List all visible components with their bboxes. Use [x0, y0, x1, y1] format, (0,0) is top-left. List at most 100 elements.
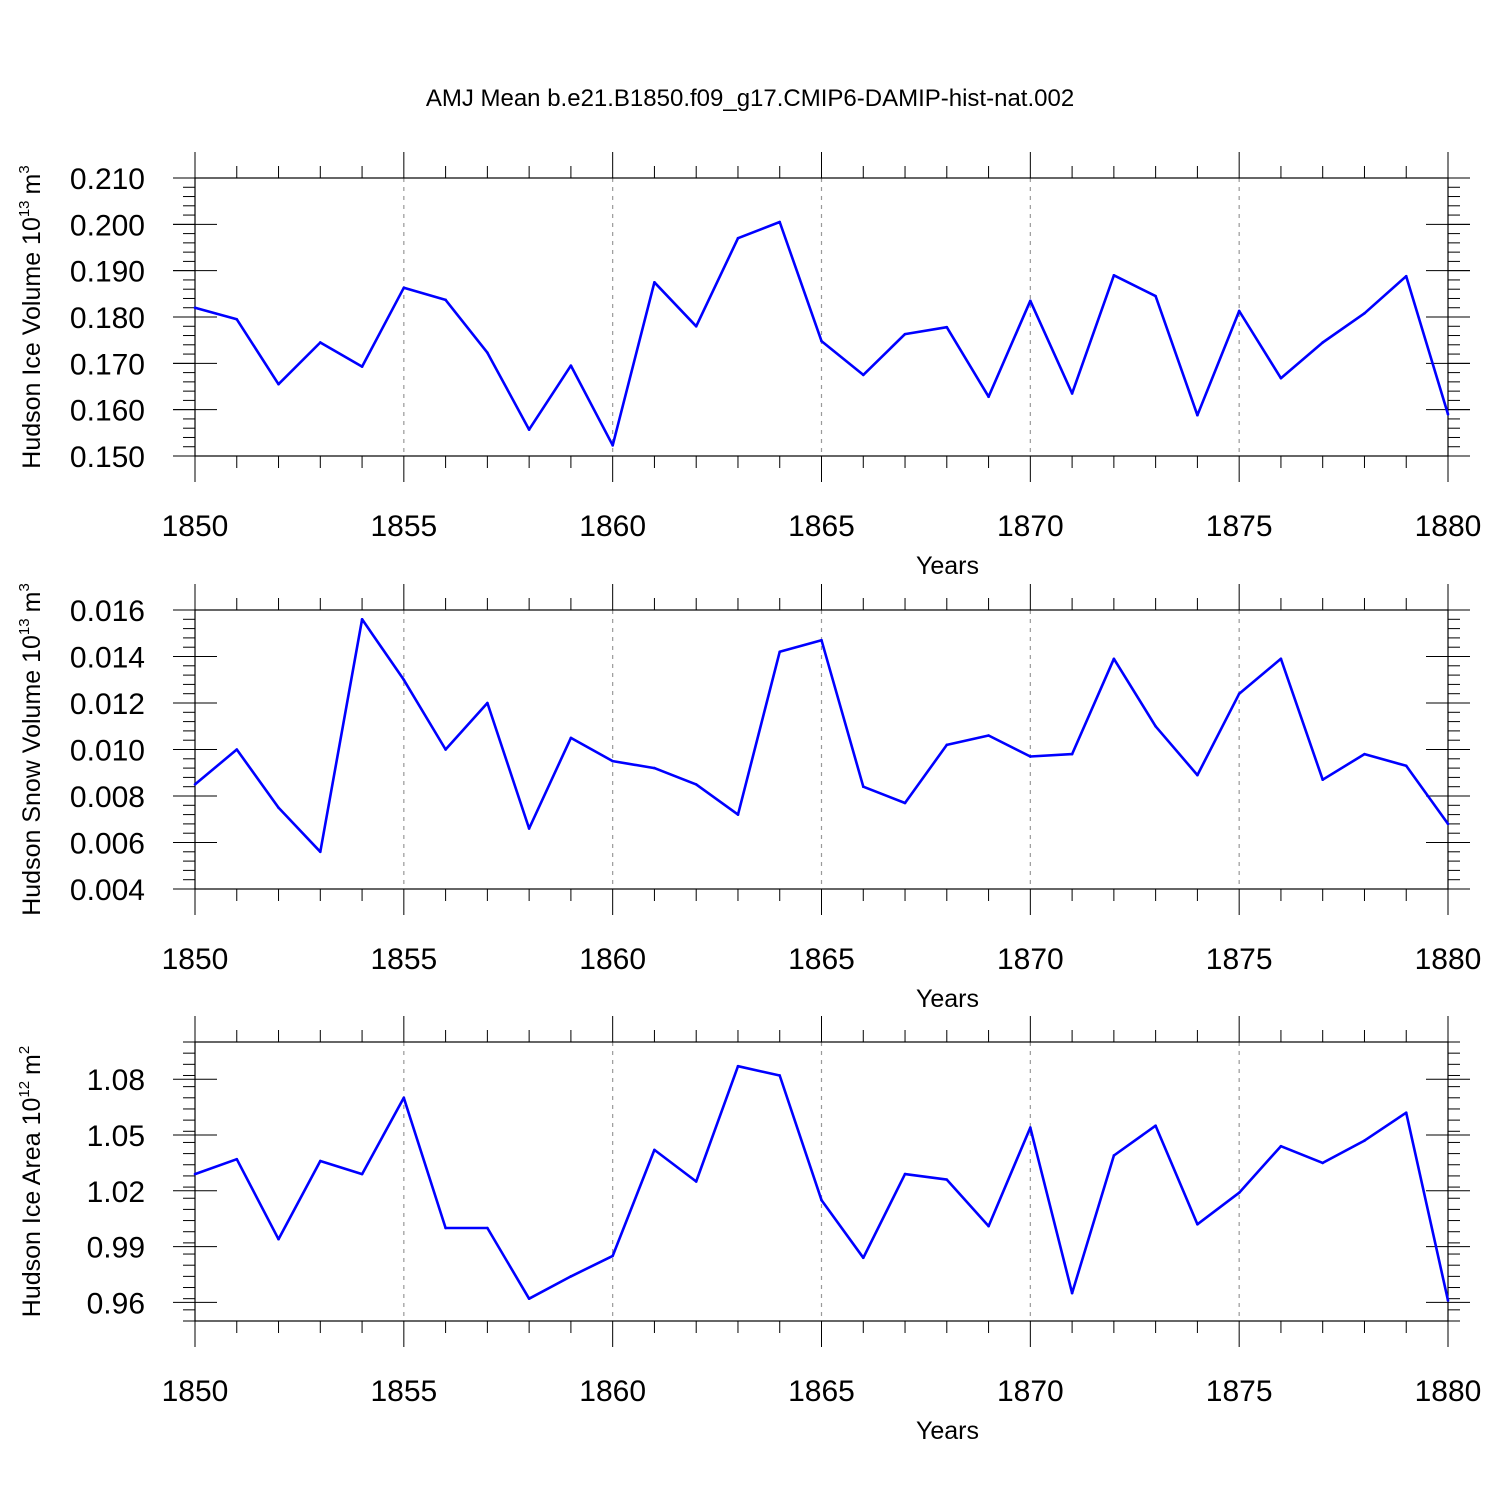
- data-point: [653, 280, 656, 284]
- data-point: [861, 1256, 865, 1260]
- panel-3: 0.96 0.99 1.02 1.05 1.08 1850 1855 1860 1865 1870…: [16, 1016, 1481, 1445]
- data-point: [653, 1148, 656, 1152]
- data-point: [360, 365, 364, 368]
- y-tick-label: 0.006: [70, 828, 145, 861]
- y-tick-label: 1.02: [87, 1176, 145, 1209]
- data-point: [945, 325, 949, 329]
- data-point: [1446, 413, 1450, 416]
- data-point: [736, 813, 740, 816]
- data-point: [1404, 764, 1408, 768]
- y-axis-label-exponent: 12: [16, 1081, 33, 1098]
- data-point: [1237, 309, 1241, 313]
- x-tick-label: 1875: [1206, 510, 1273, 543]
- data-point: [193, 1172, 197, 1176]
- data-point: [235, 1157, 239, 1161]
- y-axis-label-unit: m: [18, 174, 46, 195]
- data-point: [1196, 413, 1199, 417]
- data-point: [486, 1226, 489, 1230]
- data-point: [611, 759, 614, 763]
- x-tick-label: 1850: [162, 510, 229, 543]
- data-point: [277, 382, 280, 386]
- data-point: [486, 701, 489, 705]
- y-tick-label: 0.210: [70, 163, 145, 196]
- x-tick-label: 1870: [997, 510, 1064, 543]
- data-point: [1404, 1111, 1408, 1114]
- data-point: [1196, 1222, 1199, 1226]
- data-point: [820, 1198, 823, 1202]
- data-point: [402, 1096, 406, 1100]
- data-point: [319, 850, 322, 854]
- x-tick-label: 1855: [370, 510, 437, 543]
- data-point: [235, 318, 239, 321]
- x-tick-label: 1880: [1415, 943, 1482, 976]
- data-point: [486, 351, 489, 354]
- data-point: [569, 364, 573, 367]
- y-axis-label-text: Hudson Snow Volume 10: [18, 635, 46, 916]
- y-tick-label: 0.010: [70, 735, 145, 768]
- data-point: [193, 306, 197, 310]
- data-point: [1029, 755, 1032, 758]
- data-point: [694, 324, 698, 328]
- y-tick-label: 0.150: [70, 441, 145, 474]
- series-line: [194, 1064, 1450, 1301]
- data-point: [903, 332, 907, 336]
- data-point: [903, 1172, 907, 1176]
- y-tick-label: 0.160: [70, 395, 145, 428]
- panels: 0.150 0.160 0.170 0.180 0.190 0.200 0.210 1850 1…: [16, 152, 1481, 1445]
- data-point: [1279, 1144, 1283, 1148]
- data-point: [694, 783, 698, 786]
- data-point: [1237, 692, 1241, 695]
- y-axis-label: Hudson Ice Volume 1013 m3: [16, 165, 46, 468]
- data-point: [1321, 1161, 1324, 1165]
- y-tick-label: 1.08: [87, 1064, 145, 1097]
- y-axis-label: Hudson Snow Volume 1013 m3: [16, 583, 46, 916]
- data-point: [1154, 294, 1157, 298]
- data-point: [1279, 376, 1283, 380]
- data-point: [694, 1180, 698, 1183]
- y-axis-label: Hudson Ice Area 1012 m2: [16, 1046, 46, 1317]
- data-point: [1446, 1299, 1450, 1302]
- data-point: [987, 395, 990, 398]
- y-tick-label: 1.05: [87, 1120, 145, 1153]
- x-tick-label: 1860: [579, 510, 646, 543]
- data-point: [945, 1178, 949, 1181]
- y-tick-label: 0.180: [70, 302, 145, 335]
- x-tick-label: 1870: [997, 943, 1064, 976]
- panel-2: 0.004 0.006 0.008 0.010 0.012 0.014 0.016 1850 1…: [16, 583, 1481, 1013]
- data-point: [736, 236, 740, 240]
- y-tick-label: 0.190: [70, 256, 145, 289]
- data-point: [527, 428, 531, 431]
- y-tick-label: 0.200: [70, 209, 145, 242]
- data-point: [820, 638, 823, 642]
- data-point: [1321, 778, 1324, 782]
- data-point: [1196, 773, 1199, 777]
- y-axis-label-exponent: 13: [16, 618, 33, 635]
- data-point: [193, 783, 197, 786]
- data-point: [527, 1297, 531, 1300]
- y-axis-label-exponent: 13: [16, 200, 33, 217]
- x-tick-label: 1855: [370, 1375, 437, 1408]
- data-point: [527, 827, 531, 830]
- x-tick-label: 1870: [997, 1375, 1064, 1408]
- data-point: [1321, 341, 1324, 344]
- y-tick-label: 0.96: [87, 1287, 145, 1320]
- data-point: [778, 650, 782, 654]
- data-point: [861, 785, 865, 788]
- data-point: [1070, 752, 1074, 756]
- data-point: [402, 678, 406, 682]
- y-axis-label-unit-exponent: 2: [16, 1046, 33, 1054]
- y-axis-label-text: Hudson Ice Area 10: [18, 1098, 46, 1318]
- data-point: [820, 339, 823, 343]
- data-point: [277, 1237, 280, 1241]
- y-tick-label: 0.014: [70, 642, 145, 675]
- x-tick-label: 1865: [788, 510, 855, 543]
- y-tick-label: 0.170: [70, 348, 145, 381]
- data-point: [1363, 752, 1366, 756]
- data-point: [319, 1159, 322, 1163]
- y-tick-label: 0.008: [70, 781, 145, 814]
- data-point: [861, 373, 865, 377]
- x-tick-label: 1875: [1206, 943, 1273, 976]
- data-point: [1029, 1126, 1032, 1129]
- data-point: [360, 618, 364, 621]
